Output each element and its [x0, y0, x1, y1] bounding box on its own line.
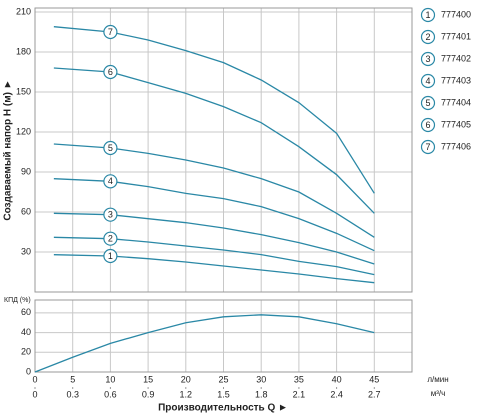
x-tick-label: 15 — [143, 374, 153, 384]
plot-frame — [34, 7, 413, 293]
curve-badge — [103, 64, 118, 80]
x2-tick-label: 0.3 — [66, 389, 79, 399]
curve-badge-label: 3 — [108, 210, 113, 220]
curve-badge — [103, 24, 118, 40]
legend-badge-label: 2 — [425, 32, 430, 42]
y-tick-label: 20 — [21, 347, 31, 357]
legend-badge — [420, 139, 436, 155]
curve-badge-label: 2 — [108, 234, 113, 244]
x2-tick-label: 0 — [32, 389, 37, 399]
curve — [53, 26, 375, 194]
legend-badge-label: 3 — [425, 54, 430, 64]
x2-tick-label: 2.4 — [330, 389, 343, 399]
legend-label: 777405 — [441, 119, 471, 129]
y-tick-label: 0 — [26, 366, 31, 376]
curve-badge-label: 6 — [108, 67, 113, 77]
x-tick-label: 5 — [70, 374, 75, 384]
y-tick-label: 90 — [21, 166, 31, 176]
x2-tick-label: 1.8 — [255, 389, 268, 399]
x2-unit: м³/ч — [431, 389, 446, 398]
legend-badge-label: 7 — [425, 142, 430, 152]
y-tick-label: 60 — [21, 307, 31, 317]
legend-badge-label: 4 — [425, 76, 430, 86]
curve — [53, 178, 375, 252]
curve-badge-label: 1 — [108, 251, 113, 261]
y-tick-label: 40 — [21, 327, 31, 337]
legend-badge-label: 5 — [425, 98, 430, 108]
legend-badge — [420, 29, 436, 45]
curve-badge-label: 4 — [108, 176, 113, 186]
legend-badge — [420, 51, 436, 67]
legend-label: 777404 — [441, 97, 471, 107]
legend-label: 777401 — [441, 31, 471, 41]
legend-label: 777402 — [441, 53, 471, 63]
x2-tick-label: 1.2 — [180, 389, 193, 399]
curve — [53, 254, 375, 284]
x-axis-title: Производительность Q ► — [158, 403, 288, 414]
x2-tick-label: 2.7 — [368, 389, 381, 399]
x-tick-label: 45 — [369, 374, 379, 384]
x-tick-label: 10 — [105, 374, 115, 384]
legend-badge — [420, 7, 436, 23]
curve — [53, 67, 375, 214]
curve — [53, 212, 375, 265]
legend-badge-label: 6 — [425, 120, 430, 130]
curve-badge-label: 7 — [108, 27, 113, 37]
legend-label: 777400 — [441, 9, 471, 19]
x2-tick-label: 1.5 — [217, 389, 230, 399]
y-tick-label: 30 — [21, 246, 31, 256]
curve-badge — [103, 140, 118, 156]
y-tick-label: 210 — [16, 6, 31, 16]
x-tick-label: 40 — [332, 374, 342, 384]
x2-tick-label: 0.9 — [142, 389, 155, 399]
legend-badge — [420, 95, 436, 111]
y-tick-label: 60 — [21, 206, 31, 216]
x-tick-label: 30 — [256, 374, 266, 384]
y-tick-label: 150 — [16, 86, 31, 96]
y-tick-label: 120 — [16, 126, 31, 136]
x2-tick-label: 0.6 — [104, 389, 117, 399]
legend-label: 777406 — [441, 141, 471, 151]
curve — [53, 143, 375, 238]
x-tick-label: 35 — [294, 374, 304, 384]
curve-badge — [103, 231, 118, 246]
x-tick-label: 25 — [218, 374, 228, 384]
x-tick-label: 0 — [32, 374, 37, 384]
plot-frame — [34, 299, 413, 373]
curve-badge — [103, 248, 118, 264]
legend-badge-label: 1 — [425, 10, 430, 20]
x-unit: л/мин — [427, 375, 448, 384]
curve-badge-label: 5 — [108, 143, 113, 153]
x2-tick-label: 2.1 — [293, 389, 306, 399]
legend-badge — [420, 117, 436, 133]
curve — [34, 314, 375, 373]
x-tick-label: 20 — [181, 374, 191, 384]
legend-label: 777403 — [441, 75, 471, 85]
y-tick-label: 180 — [16, 46, 31, 56]
curve-badge — [103, 174, 118, 189]
legend-badge — [420, 73, 436, 89]
curve — [53, 236, 375, 276]
y-axis-title: Создаваемый напор H (м) ► — [3, 79, 14, 220]
curve-badge — [103, 207, 118, 222]
y-axis-title: КПД (%) — [4, 297, 31, 304]
